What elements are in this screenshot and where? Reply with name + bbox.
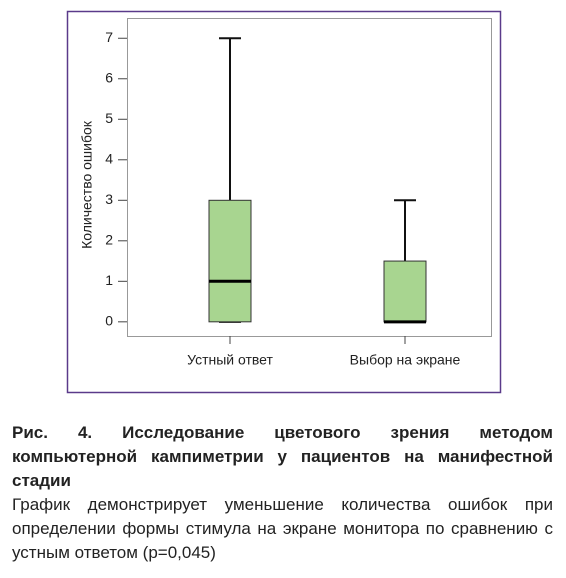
- y-tick-label: 2: [105, 232, 113, 248]
- box: [383, 260, 427, 323]
- caption: Рис. 4. Исследование цветового зрения ме…: [12, 421, 553, 565]
- chart: Количество ошибок 0 1 2 3 4 5 6 7 Устный ответ Вы…: [66, 10, 502, 394]
- x-tick-label: Устный ответ: [187, 352, 273, 368]
- plot-frame: [127, 18, 492, 337]
- y-tick-label: 6: [105, 69, 113, 85]
- y-tick-label: 5: [105, 110, 113, 126]
- y-tick-label: 0: [105, 313, 113, 329]
- box: [208, 199, 252, 323]
- y-tick-label: 4: [105, 150, 113, 166]
- y-axis-label: Количество ошибок: [79, 120, 95, 249]
- y-tick-label: 1: [105, 272, 113, 288]
- y-tick-label: 7: [105, 29, 113, 45]
- caption-text: График демонстрирует уменьшение количест…: [12, 495, 553, 562]
- caption-title: Рис. 4. Исследование цветового зрения ме…: [12, 423, 553, 490]
- y-tick-label: 3: [105, 191, 113, 207]
- figure-frame: [66, 10, 502, 394]
- x-tick-label: Выбор на экране: [350, 352, 461, 368]
